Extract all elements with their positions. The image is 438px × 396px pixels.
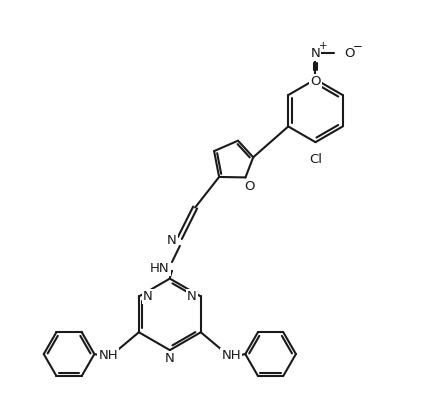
Text: N: N <box>165 352 174 366</box>
Text: O: O <box>343 47 353 60</box>
Text: −: − <box>352 40 362 53</box>
Text: Cl: Cl <box>308 153 321 166</box>
Text: N: N <box>142 290 152 303</box>
Text: N: N <box>187 290 197 303</box>
Text: NH: NH <box>221 349 240 362</box>
Text: N: N <box>310 47 320 60</box>
Text: HN: HN <box>150 262 169 275</box>
Text: NH: NH <box>98 349 118 362</box>
Text: O: O <box>244 180 254 192</box>
Text: +: + <box>318 41 327 51</box>
Text: O: O <box>310 75 320 88</box>
Text: N: N <box>167 234 177 247</box>
